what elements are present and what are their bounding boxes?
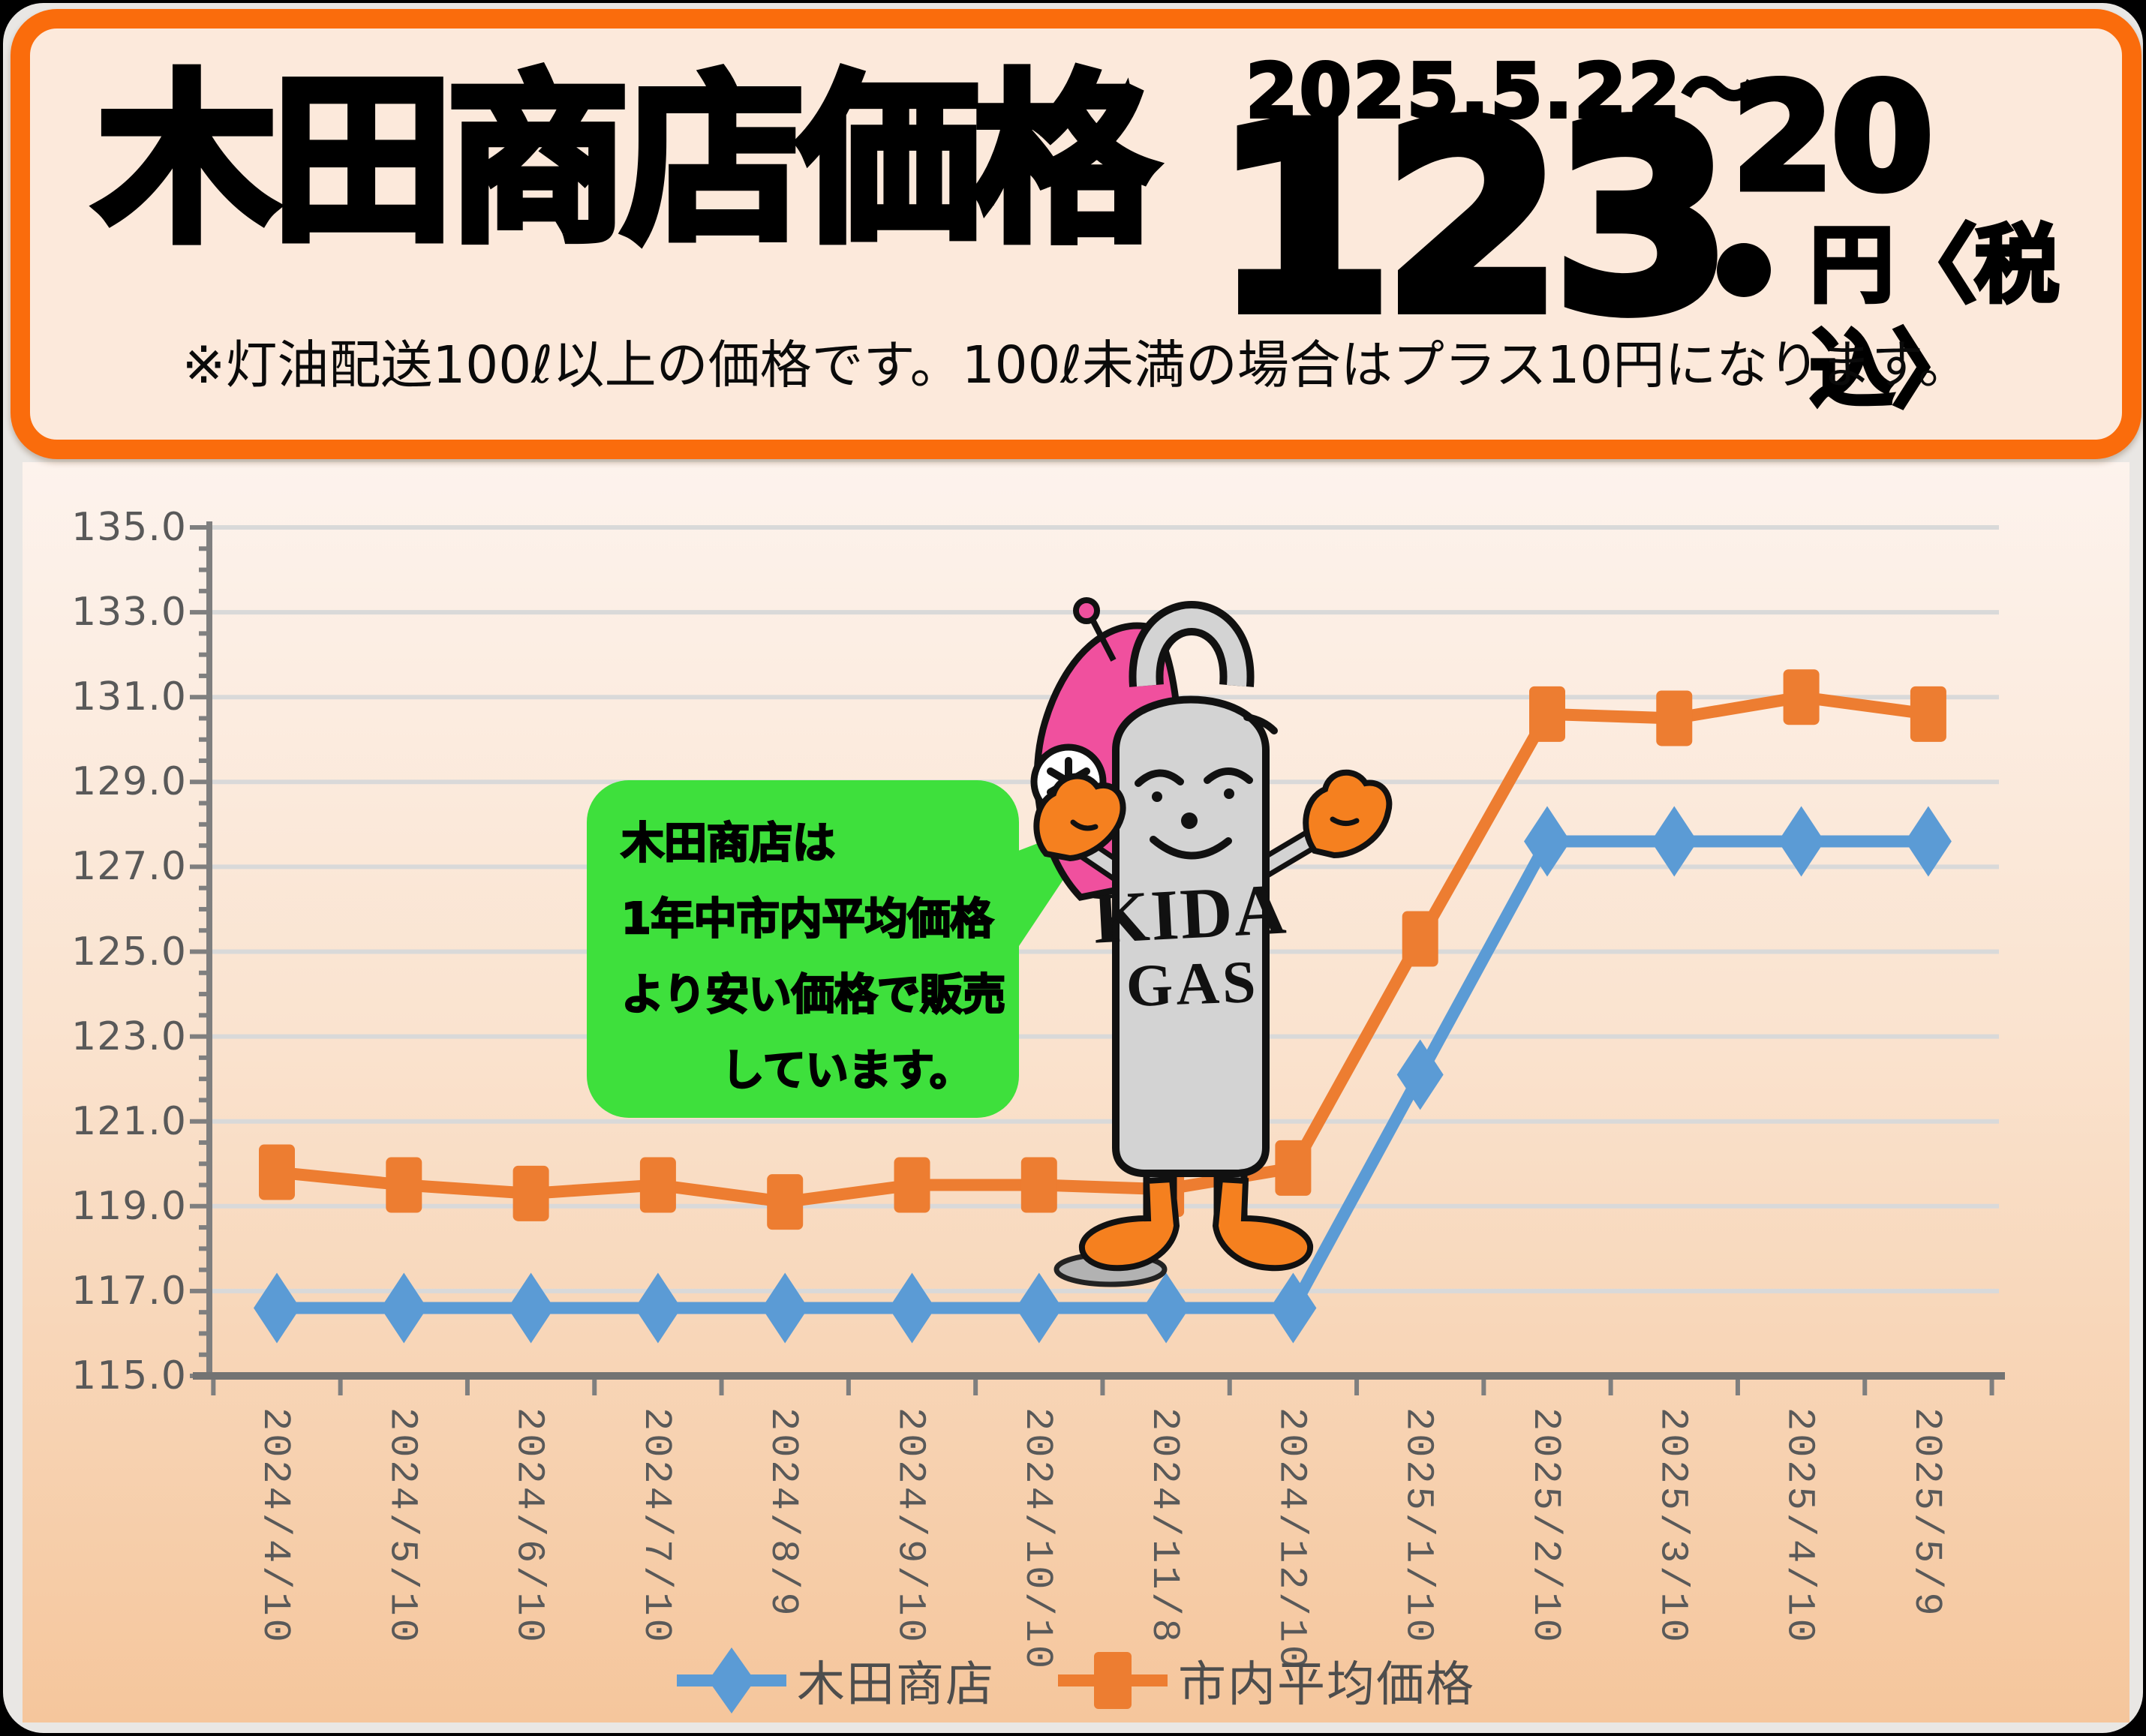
mascot-nose	[1181, 812, 1198, 829]
square-marker-icon	[1058, 1652, 1168, 1709]
speech-bubble-line: 1年中市内平均価格	[621, 894, 994, 945]
speech-bubble-line: 木田商店は	[621, 818, 837, 870]
delivery-note: ※灯油配送100ℓ以上の価格です。100ℓ未満の場合はプラス10円になります。	[182, 335, 1970, 395]
mascot-body-text: GAS	[1125, 949, 1259, 1020]
legend-item-kida: 木田商店	[677, 1644, 995, 1716]
kida-gas-mascot-icon: KIDA GAS	[1030, 597, 1393, 1287]
price-unit-tax-included: 円〈税込〉	[1808, 215, 2061, 422]
price-integer: 123	[1208, 71, 1738, 369]
mascot-body-text: KIDA	[1091, 868, 1289, 958]
legend-label: 市内平均価格	[1178, 1657, 1475, 1713]
speech-bubble: 木田商店は 1年中市内平均価格 より安い価格で販売 しています。	[587, 780, 1019, 1118]
legend-label: 木田商店	[797, 1657, 995, 1713]
speech-bubble-line: しています。	[720, 1045, 973, 1097]
header-card: 2025.5.22～ 木田商店価格 123 20 円〈税込〉 ※灯油配送100ℓ…	[11, 9, 2141, 459]
legend-item-city-average: 市内平均価格	[1058, 1644, 1475, 1716]
poster-page: 135.0 133.0 131.0 129.0 127.0 125.0 123.0 121.0…	[3, 3, 2143, 1733]
mascot-legs	[1053, 1162, 1313, 1287]
speech-bubble-line: より安い価格で販売	[621, 969, 1006, 1021]
chart-legend: 木田商店 市内平均価格	[3, 1644, 2143, 1716]
page-title: 木田商店価格	[92, 56, 1159, 267]
diamond-marker-icon	[677, 1647, 786, 1713]
price-fraction: 20	[1729, 53, 1937, 224]
price-effective-date: 2025.5.22～	[1244, 46, 1759, 137]
price-decimal-dot	[1717, 243, 1771, 297]
